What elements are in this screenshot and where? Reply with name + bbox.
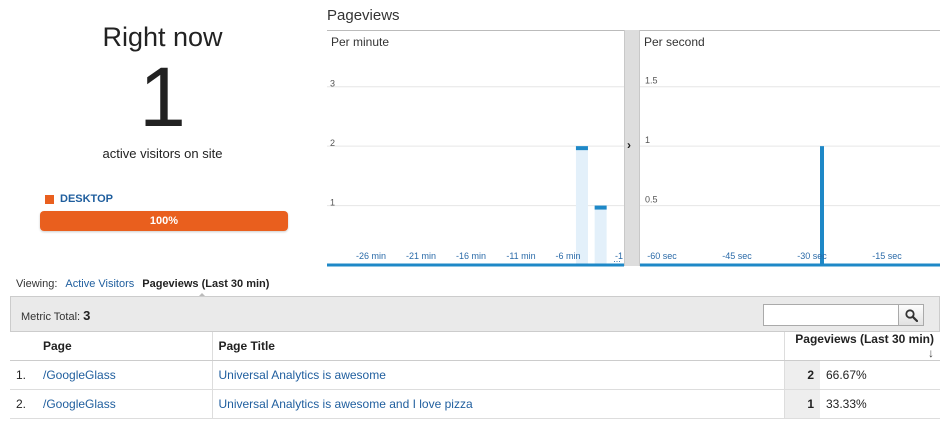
table-header-row: Page Page Title Pageviews (Last 30 min) … <box>10 332 940 361</box>
x-tick-label: -60 sec <box>647 251 677 261</box>
bar-background <box>594 205 607 265</box>
pageviews-data-table: Page Page Title Pageviews (Last 30 min) … <box>10 332 940 419</box>
active-visitors-link[interactable]: Active Visitors <box>65 278 135 290</box>
x-tick-label: -6 min <box>555 251 580 261</box>
pageviews-title: Pageviews <box>327 7 400 24</box>
y-tick-label: 1.5 <box>645 76 658 86</box>
page-link[interactable]: /GoogleGlass <box>37 389 212 419</box>
search-icon <box>904 308 918 322</box>
table-row: 1. /GoogleGlass Universal Analytics is a… <box>10 360 940 390</box>
page-title-link[interactable]: Universal Analytics is awesome and I lov… <box>211 389 784 419</box>
active-visitors-caption: active visitors on site <box>102 146 223 161</box>
metric-total-label: Metric Total: <box>21 311 81 323</box>
pageviews-column-label: Pageviews (Last 30 min) <box>795 332 934 346</box>
chart-divider[interactable]: › <box>624 30 640 266</box>
pageviews-column-header[interactable]: Pageviews (Last 30 min) ↓ <box>783 332 940 361</box>
pageviews-count: 1 <box>783 389 820 419</box>
page-title-link[interactable]: Universal Analytics is awesome <box>211 360 784 390</box>
metric-bar: Metric Total: 3 <box>10 296 940 332</box>
search-input[interactable] <box>763 304 899 326</box>
table-row: 2. /GoogleGlass Universal Analytics is a… <box>10 389 940 419</box>
page-title-column-header: Page Title <box>211 332 784 361</box>
bar <box>575 146 588 151</box>
search-button[interactable] <box>899 304 924 326</box>
x-tick-label: -1 <box>615 251 623 261</box>
realtime-summary: Right now 1 active visitors on site DESK… <box>0 0 325 270</box>
truncated-label: ... <box>613 254 621 264</box>
page-link[interactable]: /GoogleGlass <box>37 360 212 390</box>
chevron-right-icon[interactable]: › <box>627 138 631 152</box>
pageviews-count: 2 <box>783 360 820 390</box>
x-tick-label: -16 min <box>456 251 486 261</box>
right-now-title: Right now <box>102 22 223 52</box>
y-tick-label: 2 <box>330 138 335 148</box>
per-second-chart: 1.5 1 0.5 -60 sec -45 sec -30 sec -15 sec Per … <box>640 30 940 267</box>
viewing-selector: Viewing: Active Visitors Pageviews (Last… <box>16 278 270 299</box>
pageviews-percent: 33.33% <box>820 389 940 419</box>
x-tick-label: -26 min <box>356 251 386 261</box>
device-label: DESKTOP <box>60 193 113 205</box>
y-tick-label: 1 <box>645 135 650 145</box>
row-index: 2. <box>10 389 37 419</box>
per-minute-plot: 3 2 1 -26 min -21 min -16 min -11 min -6 min -1.… <box>327 79 624 267</box>
x-tick-label: -45 sec <box>722 251 752 261</box>
page-column-header: Page <box>37 332 212 361</box>
device-share-bar[interactable]: 100% <box>40 211 288 231</box>
device-color-swatch <box>45 194 54 204</box>
bar <box>820 146 824 265</box>
bar <box>594 205 607 210</box>
pageviews-percent: 66.67% <box>820 360 940 390</box>
row-index: 1. <box>10 360 37 390</box>
x-tick-label: -21 min <box>406 251 436 261</box>
x-tick-label: -30 sec <box>797 251 827 261</box>
index-header <box>10 332 37 361</box>
per-second-title: Per second <box>644 35 705 49</box>
device-legend: DESKTOP <box>45 193 113 205</box>
active-visitors-count: 1 <box>139 50 186 144</box>
per-second-plot: 1.5 1 0.5 -60 sec -45 sec -30 sec -15 sec <box>640 76 940 267</box>
pageviews-view-current[interactable]: Pageviews (Last 30 min) <box>142 278 270 299</box>
metric-total: Metric Total: 3 <box>21 308 90 323</box>
y-tick-label: 0.5 <box>645 195 658 205</box>
y-tick-label: 3 <box>330 79 335 89</box>
x-tick-label: -15 sec <box>872 251 902 261</box>
viewing-label: Viewing: <box>16 278 58 290</box>
y-tick-label: 1 <box>330 198 335 208</box>
x-tick-label: -11 min <box>506 251 535 261</box>
bar-background <box>575 146 588 265</box>
per-minute-chart: 3 2 1 -26 min -21 min -16 min -11 min -6 min -1.… <box>327 30 624 267</box>
per-minute-title: Per minute <box>331 35 390 49</box>
pageviews-view-label: Pageviews (Last 30 min) <box>142 278 270 290</box>
metric-total-value: 3 <box>83 308 91 323</box>
arrow-down-icon: ↓ <box>928 346 934 360</box>
pageviews-table: Metric Total: 3 Page Page Title Pageviews… <box>10 296 940 419</box>
